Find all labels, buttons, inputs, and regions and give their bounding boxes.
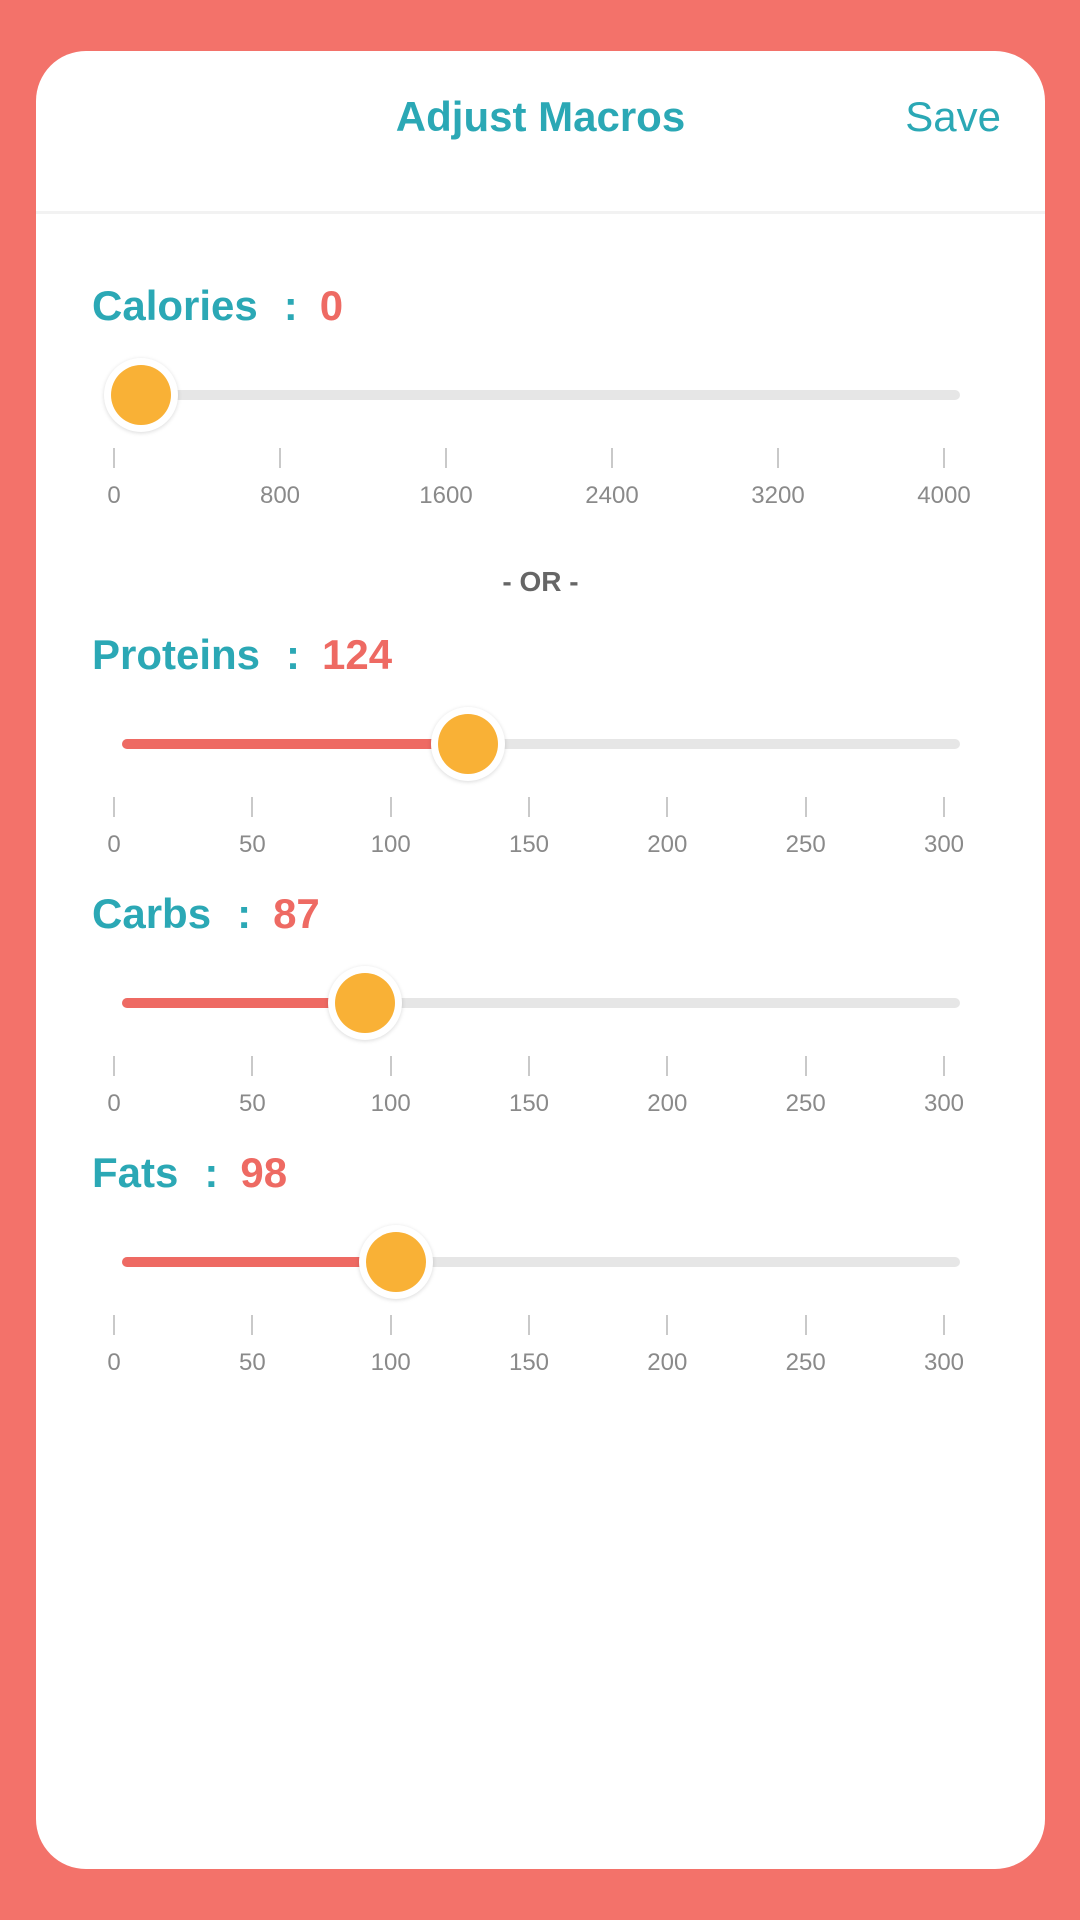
- slider-fill: [122, 1257, 396, 1267]
- slider-track: [122, 739, 960, 749]
- carbs-label: Carbs: [92, 890, 212, 937]
- scale-tick-label: 250: [785, 1349, 826, 1376]
- proteins-slider[interactable]: [122, 707, 960, 781]
- calories-scale: 0 800 1600 2400 3200 4000: [107, 448, 971, 509]
- scale-tick: [804, 1056, 807, 1076]
- carbs-value: 87: [273, 890, 320, 937]
- scale-tick-label: 50: [238, 1349, 266, 1376]
- scale-tick-label: 200: [647, 1349, 688, 1376]
- scale-tick-label: 50: [238, 1090, 266, 1117]
- carbs-label-row: Carbs:87: [92, 890, 320, 938]
- scale-tick-label: 100: [370, 1349, 411, 1376]
- scale-tick: [777, 448, 779, 468]
- scale-tick-label: 0: [107, 1090, 121, 1117]
- scale-tick-label: 250: [785, 831, 826, 858]
- fats-separator: :: [204, 1149, 219, 1196]
- scale-tick-label: 1600: [419, 482, 473, 509]
- scale-tick: [113, 1315, 115, 1335]
- fats-scale: 0 50 100 150 200 250 300: [107, 1315, 964, 1376]
- slider-thumb[interactable]: [431, 707, 506, 781]
- scale-tick: [528, 1056, 530, 1076]
- slider-thumb[interactable]: [358, 1225, 433, 1299]
- scale-tick-label: 100: [370, 831, 411, 858]
- proteins-scale: 0 50 100 150 200 250 300: [107, 797, 964, 858]
- scale-tick-label: 0: [107, 482, 121, 509]
- scale-tick-label: 200: [647, 1090, 688, 1117]
- scale-tick: [251, 797, 254, 817]
- scale-tick-label: 250: [785, 1090, 826, 1117]
- scale-tick-label: 150: [508, 1349, 550, 1376]
- slider-track: [122, 1257, 960, 1267]
- fats-value: 98: [240, 1149, 288, 1196]
- scale-tick: [943, 1056, 945, 1076]
- scale-tick: [251, 1315, 254, 1335]
- fats-label-row: Fats:98: [92, 1149, 287, 1197]
- proteins-label: Proteins: [92, 631, 261, 678]
- macros-card: Adjust Macros Save Calories:0 0 800 1600 24…: [36, 51, 1045, 1869]
- scale-tick: [389, 1315, 392, 1335]
- page-title: Adjust Macros: [395, 93, 686, 140]
- scale-tick-label: 200: [647, 831, 688, 858]
- scale-tick: [389, 797, 392, 817]
- scale-tick-label: 300: [923, 1349, 965, 1376]
- scale-tick-label: 100: [370, 1090, 411, 1117]
- scale-tick-label: 3200: [751, 482, 805, 509]
- scale-tick-label: 800: [259, 482, 301, 509]
- calories-separator: :: [283, 282, 298, 329]
- scale-tick: [666, 1315, 669, 1335]
- calories-value: 0: [319, 282, 344, 329]
- fats-label: Fats: [92, 1149, 179, 1196]
- calories-slider[interactable]: [104, 358, 960, 432]
- scale-tick: [445, 448, 447, 468]
- slider-fill: [122, 739, 469, 749]
- scale-tick-label: 0: [107, 1349, 121, 1376]
- scale-tick-label: 150: [508, 831, 550, 858]
- carbs-slider[interactable]: [122, 966, 960, 1040]
- calories-label: Calories: [92, 282, 258, 329]
- slider-fill: [122, 998, 366, 1008]
- slider-track: [122, 998, 960, 1008]
- or-divider: - OR -: [502, 566, 579, 597]
- scale-tick: [251, 1056, 254, 1076]
- scale-tick-label: 2400: [585, 482, 639, 509]
- proteins-label-row: Proteins:124: [92, 631, 392, 679]
- scale-tick-label: 150: [508, 1090, 550, 1117]
- scale-tick: [943, 797, 945, 817]
- scale-tick-label: 50: [238, 831, 266, 858]
- slider-track: [122, 390, 960, 400]
- scale-tick: [113, 448, 115, 468]
- scale-tick: [666, 1056, 669, 1076]
- scale-tick-label: 300: [923, 831, 965, 858]
- slider-thumb[interactable]: [104, 358, 178, 432]
- scale-tick: [113, 1056, 115, 1076]
- scale-tick-label: 300: [923, 1090, 965, 1117]
- scale-tick: [389, 1056, 392, 1076]
- fats-slider[interactable]: [122, 1225, 960, 1299]
- calories-label-row: Calories:0: [92, 282, 343, 330]
- proteins-value: 124: [322, 631, 393, 678]
- scale-tick: [804, 1315, 807, 1335]
- scale-tick: [611, 448, 613, 468]
- carbs-scale: 0 50 100 150 200 250 300: [107, 1056, 964, 1117]
- slider-thumb[interactable]: [328, 966, 403, 1040]
- scale-tick-label: 0: [107, 831, 121, 858]
- scale-tick: [279, 448, 281, 468]
- scale-tick: [528, 797, 530, 817]
- scale-tick: [943, 1315, 945, 1335]
- scale-tick: [528, 1315, 530, 1335]
- scale-tick: [666, 797, 669, 817]
- header-bar: Adjust Macros Save: [36, 51, 1045, 214]
- scale-tick: [943, 448, 945, 468]
- proteins-separator: :: [286, 631, 301, 678]
- carbs-separator: :: [237, 890, 252, 937]
- scale-tick: [804, 797, 807, 817]
- scale-tick: [113, 797, 115, 817]
- save-button[interactable]: Save: [905, 93, 1001, 140]
- scale-tick-label: 4000: [917, 482, 971, 509]
